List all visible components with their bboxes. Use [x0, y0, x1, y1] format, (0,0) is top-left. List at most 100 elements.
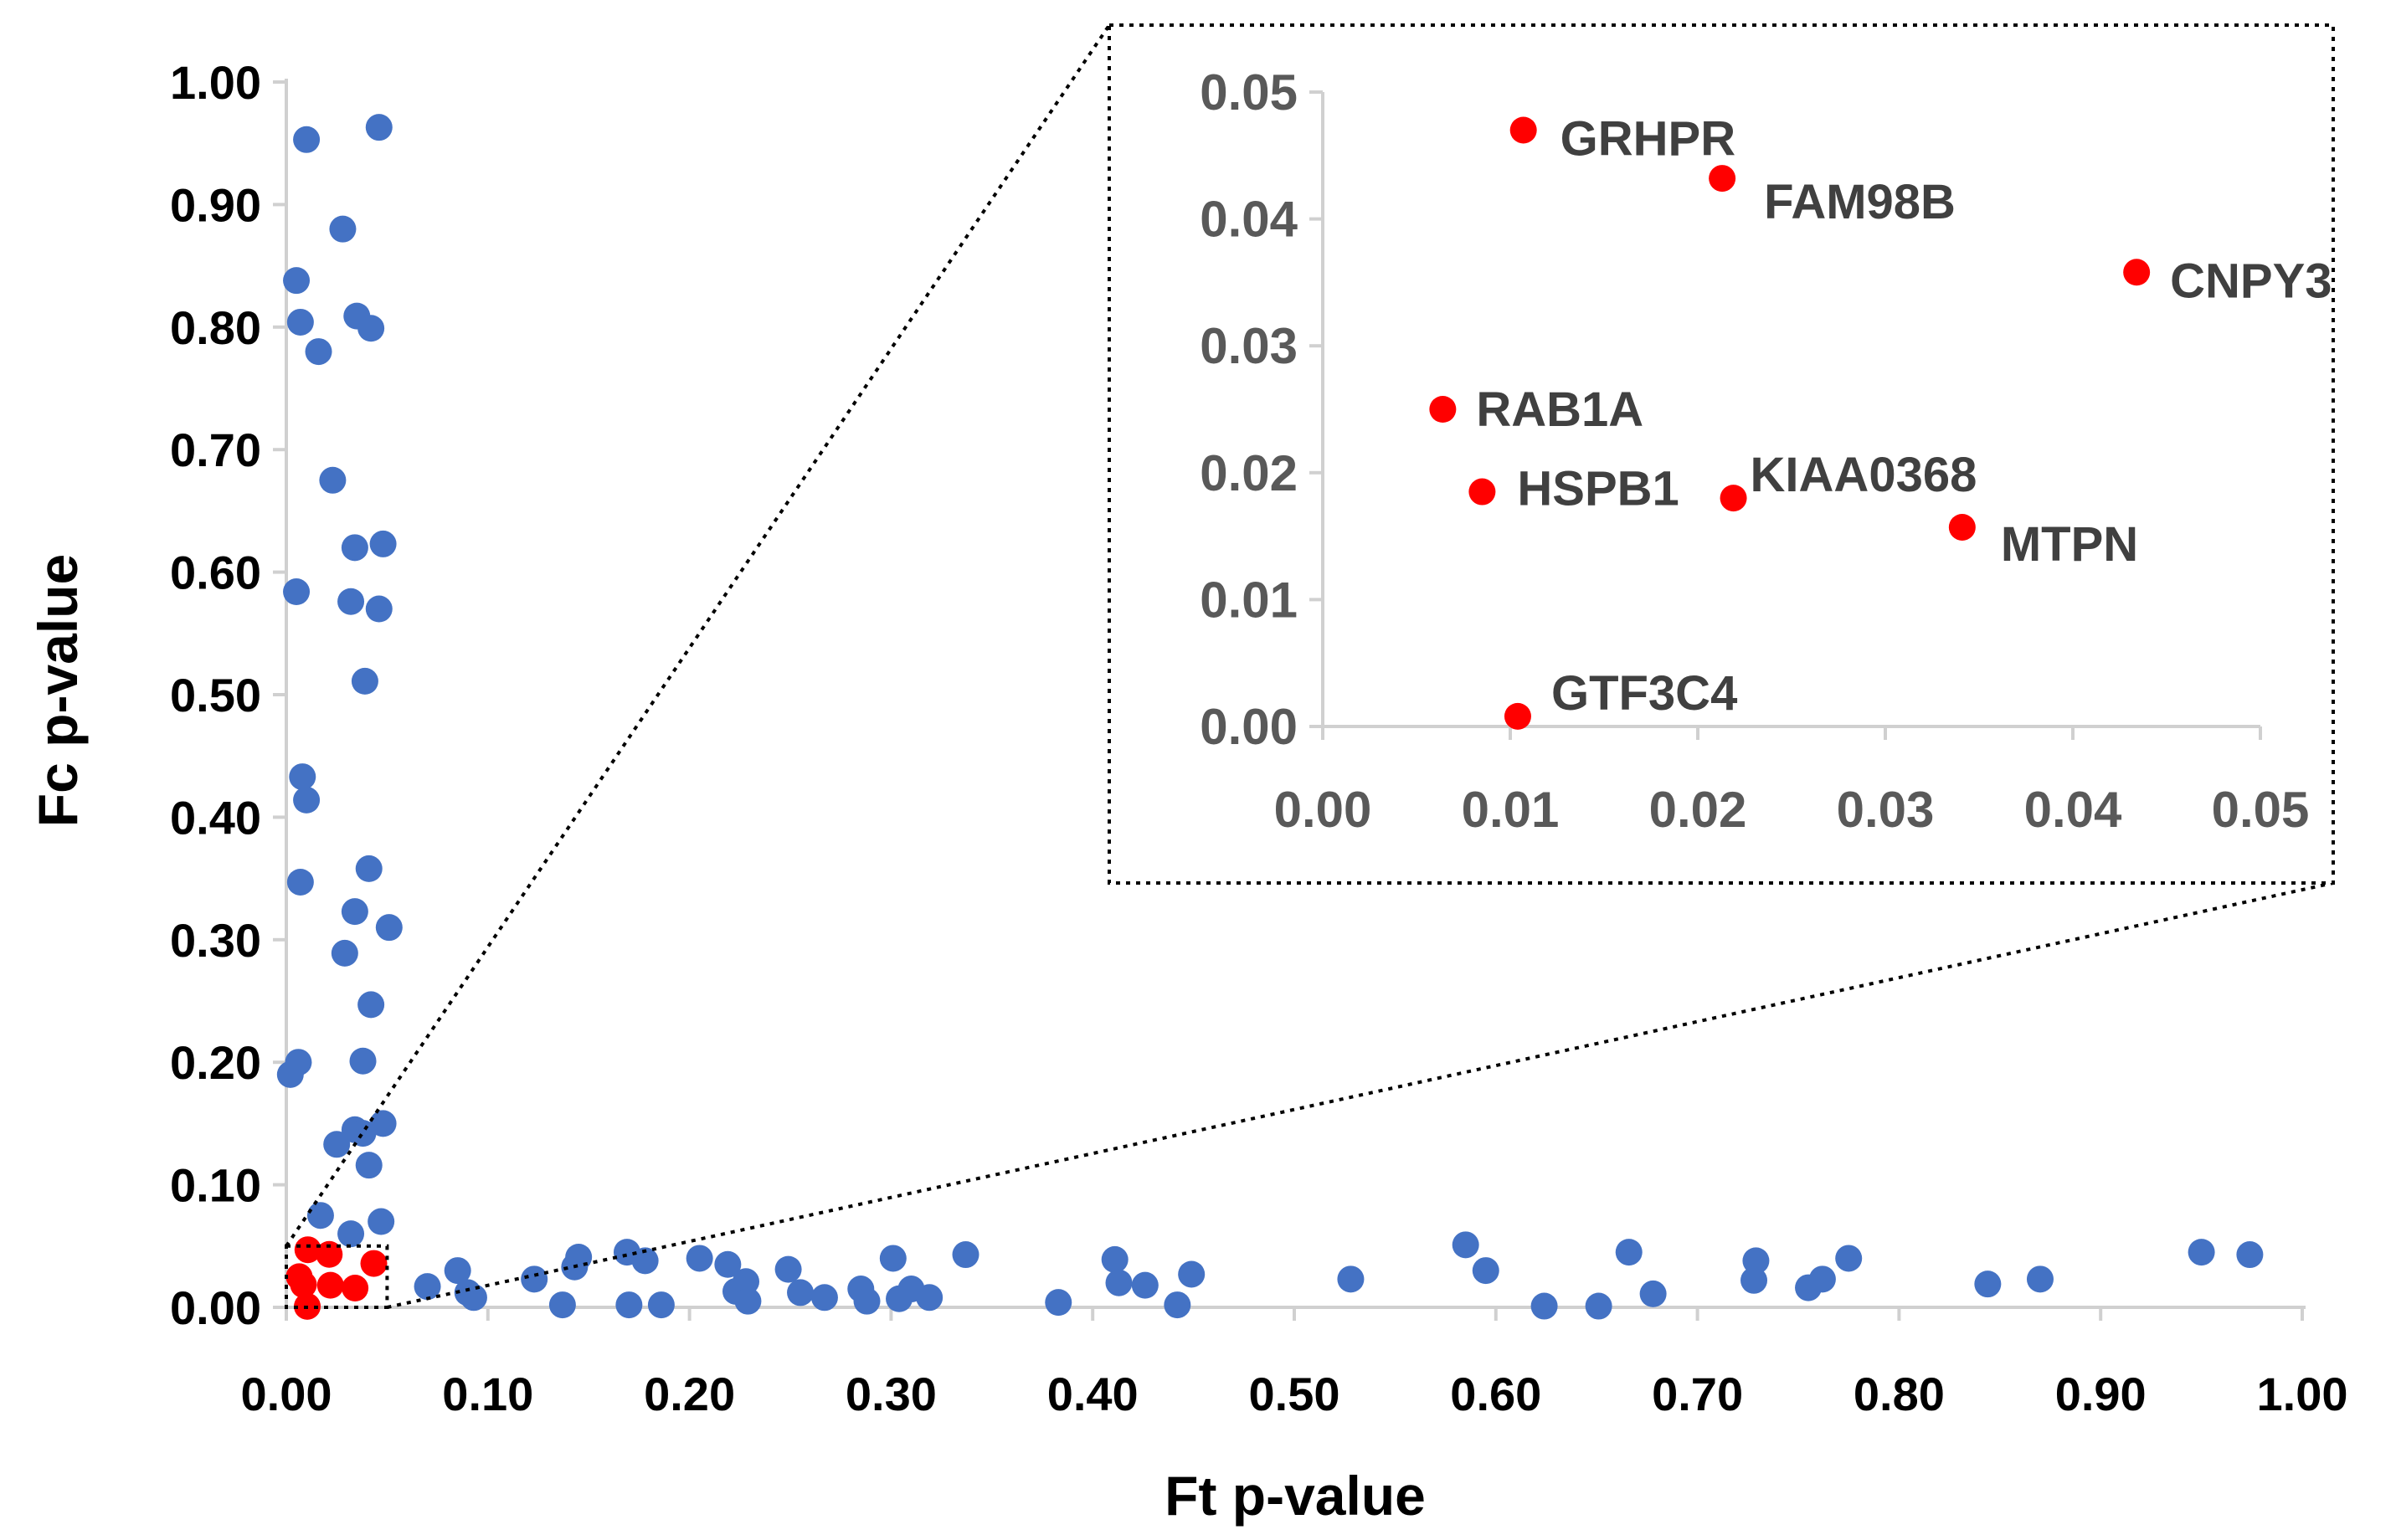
- gene-point: [787, 1279, 815, 1306]
- inset-point-rab1a: [1429, 396, 1457, 423]
- significant-point: [316, 1240, 343, 1268]
- highlight-box: [285, 1244, 389, 1310]
- gene-point: [283, 267, 311, 295]
- inset-y-tick-label: 0.03: [1200, 318, 1298, 374]
- main-y-tick-label: 1.00: [170, 56, 261, 109]
- inset-y-tick-labels: 0.00 0.01 0.02 0.03 0.04 0.05: [1200, 64, 1298, 755]
- x-axis-title: Ft p-value: [1165, 1465, 1426, 1527]
- significant-point: [316, 1271, 344, 1299]
- gene-point: [631, 1247, 659, 1275]
- gene-point: [286, 868, 314, 896]
- gene-point: [337, 588, 365, 615]
- main-x-tick-label: 0.40: [1047, 1368, 1139, 1420]
- gene-point: [686, 1245, 713, 1272]
- gene-point: [1740, 1266, 1768, 1294]
- gene-point: [565, 1243, 593, 1270]
- gene-point: [548, 1291, 576, 1319]
- gene-point: [952, 1241, 979, 1269]
- gene-point: [293, 786, 321, 814]
- gene-point: [521, 1265, 548, 1293]
- main-y-tick-label: 0.60: [170, 547, 261, 599]
- main-x-tick-label: 0.80: [1854, 1368, 1945, 1420]
- gene-point: [329, 215, 357, 243]
- gene-point: [305, 338, 332, 366]
- gene-point: [1131, 1271, 1159, 1299]
- gene-point: [349, 1120, 377, 1147]
- main-y-tick-label: 0.90: [170, 178, 261, 231]
- inset-label-hspb1: HSPB1: [1517, 462, 1679, 516]
- main-y-tick-labels: 0.00 0.10 0.20 0.30 0.40 0.50 0.60 0.70 0.80 0.90…: [170, 56, 261, 1334]
- inset-x-tick-label: 0.04: [2024, 782, 2122, 838]
- gene-point: [1045, 1289, 1072, 1317]
- inset-label-mtpn: MTPN: [2001, 517, 2138, 572]
- gene-point: [341, 534, 368, 562]
- gene-point: [306, 1202, 334, 1229]
- gene-point: [734, 1287, 762, 1315]
- inset-x-tick-label: 0.01: [1462, 782, 1560, 838]
- inset-x-tick-label: 0.03: [1837, 782, 1935, 838]
- gene-point: [1835, 1245, 1863, 1272]
- inset-label-rab1a: RAB1A: [1476, 382, 1643, 437]
- gene-point: [1337, 1265, 1365, 1293]
- gene-point: [2236, 1241, 2264, 1269]
- inset-y-tick-label: 0.01: [1200, 572, 1298, 628]
- main-x-tick-label: 1.00: [2257, 1368, 2348, 1420]
- gene-point: [2026, 1265, 2054, 1293]
- gene-point: [365, 595, 393, 623]
- inset-label-grhpr: GRHPR: [1560, 111, 1735, 166]
- gene-point: [444, 1257, 471, 1285]
- main-x-tick-label: 0.20: [644, 1368, 735, 1420]
- gene-point: [2188, 1239, 2215, 1266]
- gene-point: [1808, 1265, 1836, 1293]
- gene-point: [1164, 1291, 1191, 1319]
- gene-point: [733, 1268, 760, 1296]
- gene-point: [1105, 1269, 1133, 1296]
- main-y-tick-label: 0.80: [170, 301, 261, 354]
- inset-label-kiaa0368: KIAA0368: [1751, 448, 1977, 502]
- gene-point: [355, 855, 383, 882]
- inset-point-labels: GRHPR FAM98B CNPY3 RAB1A HSPB1 KIAA0368 MTPN GT…: [1476, 111, 2332, 720]
- gene-point: [774, 1255, 802, 1283]
- gene-point: [1615, 1239, 1643, 1266]
- main-x-tick-labels: 0.00 0.10 0.20 0.30 0.40 0.50 0.60 0.70 0.80 0.90…: [241, 1368, 2348, 1420]
- inset-x-tick-labels: 0.00 0.01 0.02 0.03 0.04 0.05: [1274, 782, 2310, 838]
- main-x-tick-label: 0.70: [1652, 1368, 1743, 1420]
- significant-point: [294, 1236, 321, 1264]
- gene-point: [319, 466, 347, 494]
- gene-point: [276, 1060, 304, 1088]
- main-y-tick-label: 0.70: [170, 424, 261, 476]
- significant-point: [360, 1250, 388, 1277]
- gene-point: [283, 578, 311, 606]
- gene-point: [357, 315, 385, 342]
- inset-label-gtf3c4: GTF3C4: [1551, 666, 1737, 721]
- gene-point: [368, 1208, 395, 1235]
- gene-point: [460, 1284, 487, 1312]
- main-y-tick-label: 0.30: [170, 914, 261, 967]
- inset-y-tick-label: 0.00: [1200, 699, 1298, 755]
- gene-point: [853, 1287, 881, 1315]
- inset-label-cnpy3: CNPY3: [2170, 254, 2332, 308]
- gene-point: [355, 1152, 383, 1179]
- inset-point-cnpy3: [2123, 259, 2151, 286]
- gene-point: [349, 1047, 377, 1075]
- gene-point: [1530, 1292, 1558, 1320]
- main-data-points: [276, 114, 2264, 1320]
- gene-point: [916, 1284, 943, 1312]
- inset-y-tick-label: 0.02: [1200, 445, 1298, 501]
- gene-point: [351, 667, 378, 695]
- gene-point: [1178, 1260, 1206, 1288]
- gene-point: [337, 1220, 365, 1248]
- inset-point-grhpr: [1509, 116, 1537, 144]
- gene-point: [414, 1273, 441, 1301]
- gene-point: [331, 939, 358, 967]
- inset-y-tick-label: 0.04: [1200, 192, 1298, 248]
- inset-point-gtf3c4: [1504, 702, 1531, 730]
- zoom-connector-top: [285, 23, 1111, 1247]
- inset-point-hspb1: [1468, 478, 1496, 506]
- gene-point: [1472, 1257, 1499, 1285]
- gene-point: [1585, 1292, 1612, 1320]
- inset-point-kiaa0368: [1720, 485, 1747, 512]
- significant-point: [342, 1275, 369, 1302]
- inset-x-tick-label: 0.00: [1274, 782, 1372, 838]
